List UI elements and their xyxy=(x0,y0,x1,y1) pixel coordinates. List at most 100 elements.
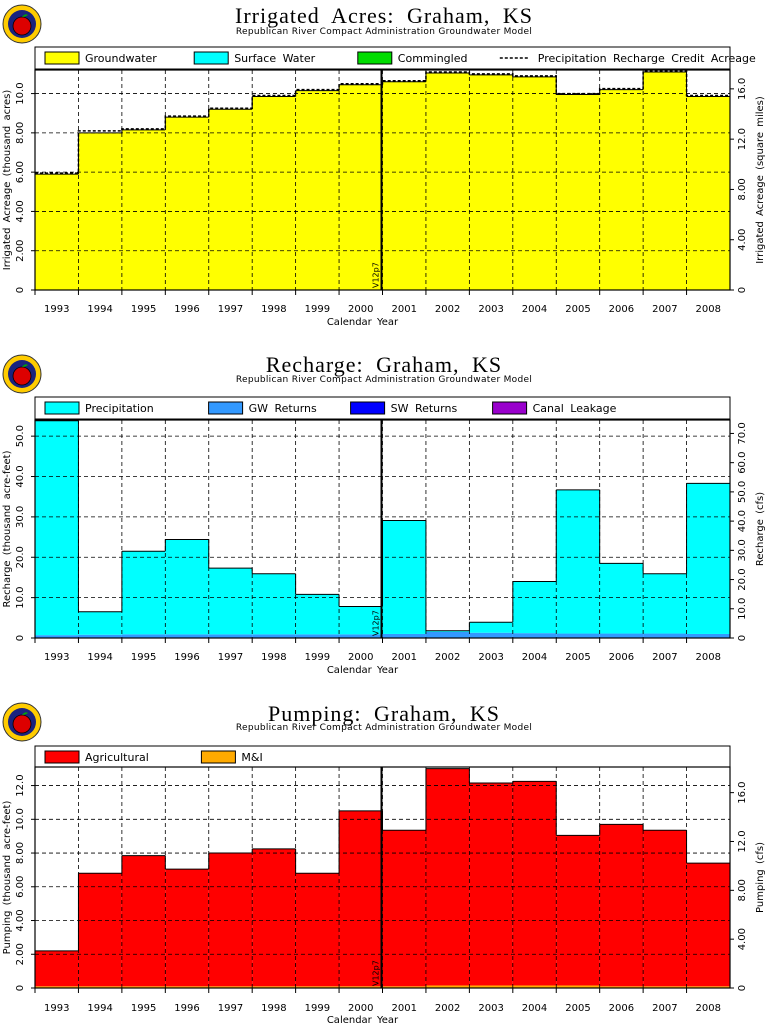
bar-precipitation xyxy=(556,489,600,634)
bar-gw-returns xyxy=(208,634,253,638)
y-axis-right: 0 10.0 20.0 30.0 40.0 50.0 60.0 70.0 Recharge (c… xyxy=(730,422,766,641)
legend-label: GW Returns xyxy=(249,402,317,415)
bar-gw-returns xyxy=(295,634,340,638)
legend-label: SW Returns xyxy=(391,402,458,415)
y-tick-label: 40.0 xyxy=(15,465,26,487)
bars xyxy=(35,768,730,988)
x-tick-label: 2003 xyxy=(478,304,503,315)
x-tick-label: 1999 xyxy=(305,1003,330,1014)
x-tick-label: 2001 xyxy=(391,652,416,663)
bar-gw-returns xyxy=(469,632,513,638)
x-tick-label: 1999 xyxy=(305,652,330,663)
bar-precipitation xyxy=(643,573,687,634)
y2-tick-label: 40.0 xyxy=(737,510,748,532)
bars xyxy=(35,420,730,638)
x-axis: 1993 1994 1995 1996 1997 1998 1999 2000 2001 2002… xyxy=(34,988,721,1026)
x-tick-label: 2003 xyxy=(478,652,503,663)
x-tick-label: 1993 xyxy=(44,1003,69,1014)
x-tick-label: 2006 xyxy=(609,652,634,663)
y-tick-label: 8.00 xyxy=(15,122,26,144)
x-tick-label: 1996 xyxy=(174,652,199,663)
bar-agricultural xyxy=(469,783,513,986)
bar-agricultural xyxy=(599,824,644,987)
y2-axis-label: Irrigated Acreage (square miles) xyxy=(755,96,766,264)
bar-groundwater xyxy=(686,96,730,291)
legend-label: M&I xyxy=(241,751,262,764)
bar-m-i xyxy=(208,986,253,988)
legend-label: Commingled xyxy=(398,52,468,65)
bar-agricultural xyxy=(208,853,253,987)
bar-gw-returns xyxy=(686,633,730,638)
y2-tick-label: 0 xyxy=(737,635,748,641)
apple-logo-icon xyxy=(2,4,42,44)
y2-tick-label: 30.0 xyxy=(737,539,748,561)
x-tick-label: 2005 xyxy=(565,652,590,663)
bar-agricultural xyxy=(512,781,557,986)
y2-tick-label: 4.00 xyxy=(737,229,748,251)
bar-gw-returns xyxy=(425,631,470,638)
bar-agricultural xyxy=(556,835,600,986)
y2-tick-label: 12.0 xyxy=(737,830,748,852)
bar-gw-returns xyxy=(339,634,383,638)
recharge-chart: Precipitation GW Returns SW Returns Canal L… xyxy=(2,396,766,676)
legend-swatch xyxy=(44,51,80,65)
x-tick-label: 1997 xyxy=(218,304,243,315)
bar-m-i xyxy=(252,986,296,988)
legend-label: Canal Leakage xyxy=(533,402,617,415)
bar-precipitation xyxy=(295,594,340,635)
y-tick-label: 0 xyxy=(15,635,26,641)
legend-swatch xyxy=(200,750,236,764)
bar-groundwater xyxy=(295,90,340,290)
y2-tick-label: 8.00 xyxy=(737,879,748,901)
chart-subtitle: Republican River Compact Administration … xyxy=(235,375,533,385)
y2-axis-label: Pumping (cfs) xyxy=(755,842,766,913)
y2-tick-label: 20.0 xyxy=(737,568,748,590)
x-tick-label: 2002 xyxy=(435,304,460,315)
x-tick-label: 2004 xyxy=(522,652,547,663)
legend: Groundwater Surface Water Commingled Precip… xyxy=(34,46,756,70)
x-tick-label: 1996 xyxy=(174,1003,199,1014)
legend-swatch xyxy=(44,401,80,415)
y-tick-label: 12.0 xyxy=(15,774,26,796)
x-tick-label: 1998 xyxy=(261,652,286,663)
grid xyxy=(35,70,730,290)
y-axis-label: Recharge (thousand acre-feet) xyxy=(2,450,13,607)
bar-m-i xyxy=(686,986,730,988)
bar-gw-returns xyxy=(252,634,296,638)
legend-label: Groundwater xyxy=(85,52,157,65)
x-tick-label: 2008 xyxy=(696,1003,721,1014)
x-tick-label: 2002 xyxy=(435,652,460,663)
recharge-panel: Recharge: Graham, KS Republican River Co… xyxy=(0,348,768,688)
y2-tick-label: 0 xyxy=(737,287,748,293)
bar-gw-returns xyxy=(121,634,166,638)
legend-label: Precipitation Recharge Credit Acreage xyxy=(538,52,756,65)
y-tick-label: 0 xyxy=(15,287,26,293)
bar-precipitation xyxy=(469,622,513,633)
x-tick-label: 2002 xyxy=(435,1003,460,1014)
x-tick-label: 1995 xyxy=(131,304,156,315)
bar-precipitation xyxy=(35,420,79,636)
irrigated-acres-chart: Groundwater Surface Water Commingled Precip… xyxy=(2,46,766,328)
bar-m-i xyxy=(165,986,209,988)
legend-label: Surface Water xyxy=(234,52,315,65)
bar-m-i xyxy=(121,986,166,988)
y2-tick-label: 50.0 xyxy=(737,481,748,503)
apple-logo-graphic xyxy=(2,4,42,44)
legend-swatch xyxy=(208,401,244,415)
bar-groundwater xyxy=(425,72,470,290)
y-tick-label: 2.00 xyxy=(15,943,26,965)
y-tick-label: 8.00 xyxy=(15,842,26,864)
y2-tick-label: 4.00 xyxy=(737,928,748,950)
y-tick-label: 10.0 xyxy=(15,586,26,608)
x-tick-label: 2006 xyxy=(609,304,634,315)
chart-subtitle: Republican River Compact Administration … xyxy=(235,723,533,733)
legend: Precipitation GW Returns SW Returns Canal L… xyxy=(34,396,731,420)
y-tick-label: 50.0 xyxy=(15,425,26,447)
bar-gw-returns xyxy=(165,634,209,638)
bar-precipitation xyxy=(252,573,296,635)
irrigated-acres-panel: Irrigated Acres: Graham, KS Republican R… xyxy=(0,0,768,340)
version-marker-label: V12p7 xyxy=(372,960,381,986)
x-tick-label: 1995 xyxy=(131,652,156,663)
